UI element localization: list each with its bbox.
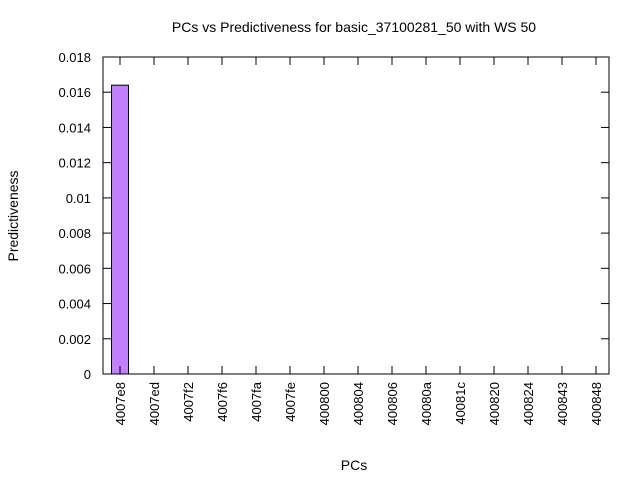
y-tick-label: 0.008 <box>58 226 91 241</box>
x-tick-label: 400843 <box>555 382 570 425</box>
x-tick-label: 4007e8 <box>113 382 128 425</box>
x-tick-label: 400824 <box>521 382 536 425</box>
x-tick-label: 4007fa <box>249 381 264 422</box>
plot-area: 0 0.002 0.004 0.006 0.008 0.01 0.012 0.014 0.016… <box>58 50 610 425</box>
x-tick-label: 400806 <box>385 382 400 425</box>
y-tick-label: 0.012 <box>58 156 91 171</box>
x-tick-label: 40080a <box>419 381 434 425</box>
x-tick-label: 40081c <box>453 382 468 425</box>
y-tick-label: 0.01 <box>66 191 91 206</box>
y-tick-label: 0.004 <box>58 297 91 312</box>
y-tick-label: 0.014 <box>58 120 91 135</box>
chart-title: PCs vs Predictiveness for basic_37100281… <box>172 19 536 35</box>
y-tick-label: 0.018 <box>58 50 91 65</box>
bar <box>111 84 129 375</box>
x-tick-label: 4007f2 <box>181 382 196 422</box>
x-tick-label: 400804 <box>351 382 366 425</box>
x-tick-label: 400820 <box>487 382 502 425</box>
y-tick-label: 0 <box>84 367 91 382</box>
y-tick-label: 0.016 <box>58 85 91 100</box>
y-axis-label: Predictiveness <box>5 170 21 261</box>
y-tick-label: 0.002 <box>58 332 91 347</box>
x-tick-label: 4007f6 <box>215 382 230 422</box>
x-tick-label: 400848 <box>589 382 604 425</box>
plot-frame <box>102 56 610 375</box>
y-tick-label: 0.006 <box>58 261 91 276</box>
x-tick-label: 400800 <box>317 382 332 425</box>
x-tick-label: 4007fe <box>283 382 298 422</box>
x-axis-label: PCs <box>341 457 367 473</box>
x-tick-label: 4007ed <box>147 382 162 425</box>
